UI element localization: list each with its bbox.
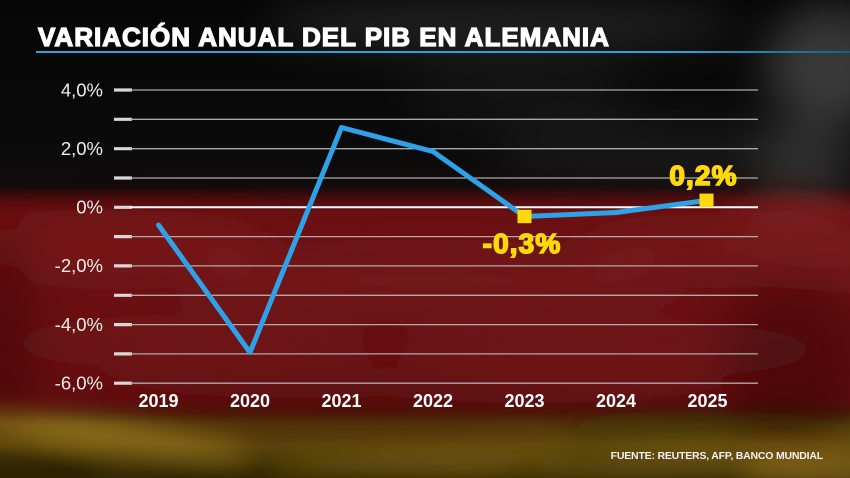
- svg-text:2020: 2020: [230, 391, 270, 411]
- svg-text:-6,0%: -6,0%: [55, 373, 103, 394]
- svg-text:2024: 2024: [596, 391, 636, 411]
- svg-text:-0,3%: -0,3%: [483, 228, 562, 259]
- svg-text:-2,0%: -2,0%: [55, 255, 103, 276]
- svg-text:2022: 2022: [413, 391, 453, 411]
- svg-text:0,2%: 0,2%: [669, 160, 737, 191]
- svg-text:-4,0%: -4,0%: [55, 314, 103, 335]
- svg-text:4,0%: 4,0%: [61, 79, 103, 100]
- svg-text:2023: 2023: [504, 391, 544, 411]
- svg-text:2019: 2019: [138, 391, 178, 411]
- svg-text:2021: 2021: [321, 391, 361, 411]
- svg-text:0%: 0%: [76, 197, 103, 218]
- svg-text:2025: 2025: [687, 391, 727, 411]
- svg-text:2,0%: 2,0%: [61, 138, 103, 159]
